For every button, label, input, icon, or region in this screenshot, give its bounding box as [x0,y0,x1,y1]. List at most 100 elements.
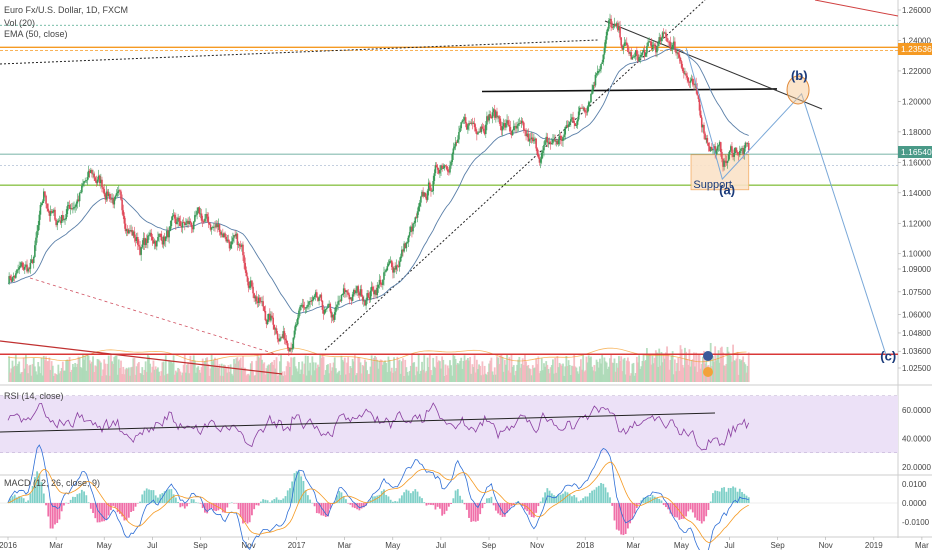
volume-bar [498,364,501,382]
volume-bar [725,364,728,382]
volume-bar [51,365,54,382]
candle-body [297,317,299,325]
candle-body [647,42,649,47]
macd-hist-bar [409,493,412,503]
volume-bar [530,375,533,382]
volume-bar [607,366,610,382]
volume-bar [432,357,435,382]
volume-bar [249,363,252,382]
volume-bar [740,360,742,382]
candle-body [8,276,10,284]
macd-hist-bar [508,503,511,510]
volume-bar [713,361,715,382]
macd-hist-bar [54,503,56,525]
candle-body [302,304,305,308]
macd-hist-bar [571,496,573,503]
candle-body [592,85,595,90]
candle-body [566,125,569,128]
volume-bar [298,361,300,382]
macd-hist-bar [618,503,620,531]
candle-body [181,222,184,228]
volume-bar [635,356,638,382]
volume-bar [517,359,520,382]
candle-body [46,203,48,209]
candle-body [684,73,686,75]
x-tick-label: Sep [193,541,208,550]
volume-bar [558,362,561,382]
macd-hist-bar [669,503,672,514]
volume-bar [146,354,149,382]
candle-body [38,214,41,226]
volume-bar [604,361,607,382]
candle-body [337,301,339,305]
candle-body [743,148,746,154]
candle-body [529,138,532,140]
volume-bar [646,348,648,382]
volume-bar [102,369,105,382]
volume-bar [569,374,572,382]
candle-body [506,120,508,124]
macd-hist-bar [22,498,25,503]
candle-body [164,236,167,242]
volume-bar [143,369,146,382]
macd-hist-bar [644,497,647,503]
volume-bar [616,367,619,382]
volume-bar [152,360,155,382]
candle-body [732,153,734,157]
volume-bar [642,354,645,382]
candle-body [94,177,97,181]
volume-bar [743,362,746,382]
macd-hist-bar [463,503,466,505]
candle-body [638,57,640,62]
macd-hist-bar [105,503,108,520]
candle-body [15,273,17,278]
volume-bar [479,365,482,382]
macd-hist-bar [300,476,303,503]
volume-bar [217,368,220,382]
candle-body [387,263,390,267]
candle-body [234,234,236,237]
candle-body [745,142,748,144]
candle-body [641,52,644,55]
volume-bar [440,368,442,382]
volume-bar [703,350,705,382]
candle-body [448,171,450,173]
volume-bar [302,374,305,382]
candle-body [242,244,244,256]
candle-body [477,132,479,135]
candle-body [275,328,278,334]
macd-hist-bar [80,489,83,503]
candle-body [712,148,714,151]
candle-body [289,347,291,352]
macd-hist-bar [199,503,202,504]
macd-hist-bar [67,503,70,504]
candle-body [294,324,297,331]
volume-bar [389,371,392,382]
volume-bar [543,363,545,382]
volume-bar [585,356,588,382]
candle-body [60,214,63,223]
volume-bar [139,373,141,382]
candle-body [210,227,213,230]
candle-body [53,209,55,213]
wave-b-target-circle [786,75,810,105]
macd-hist-bar [230,502,233,503]
macd-hist-bar [69,499,72,503]
volume-bar [55,374,58,382]
volume-bar [275,357,278,382]
candle-body [153,241,156,244]
candle-body [376,287,379,295]
volume-bar [428,354,431,382]
volume-bar [731,361,733,382]
volume-bar [623,357,626,382]
volume-bar [257,356,260,382]
candle-body [620,37,622,46]
volume-bar [267,364,270,382]
volume-bar [451,375,454,382]
macd-hist-bar [49,503,52,529]
volume-bar [481,361,484,382]
candle-body [109,193,111,200]
candle-body [86,177,89,181]
volume-bar [478,364,480,382]
